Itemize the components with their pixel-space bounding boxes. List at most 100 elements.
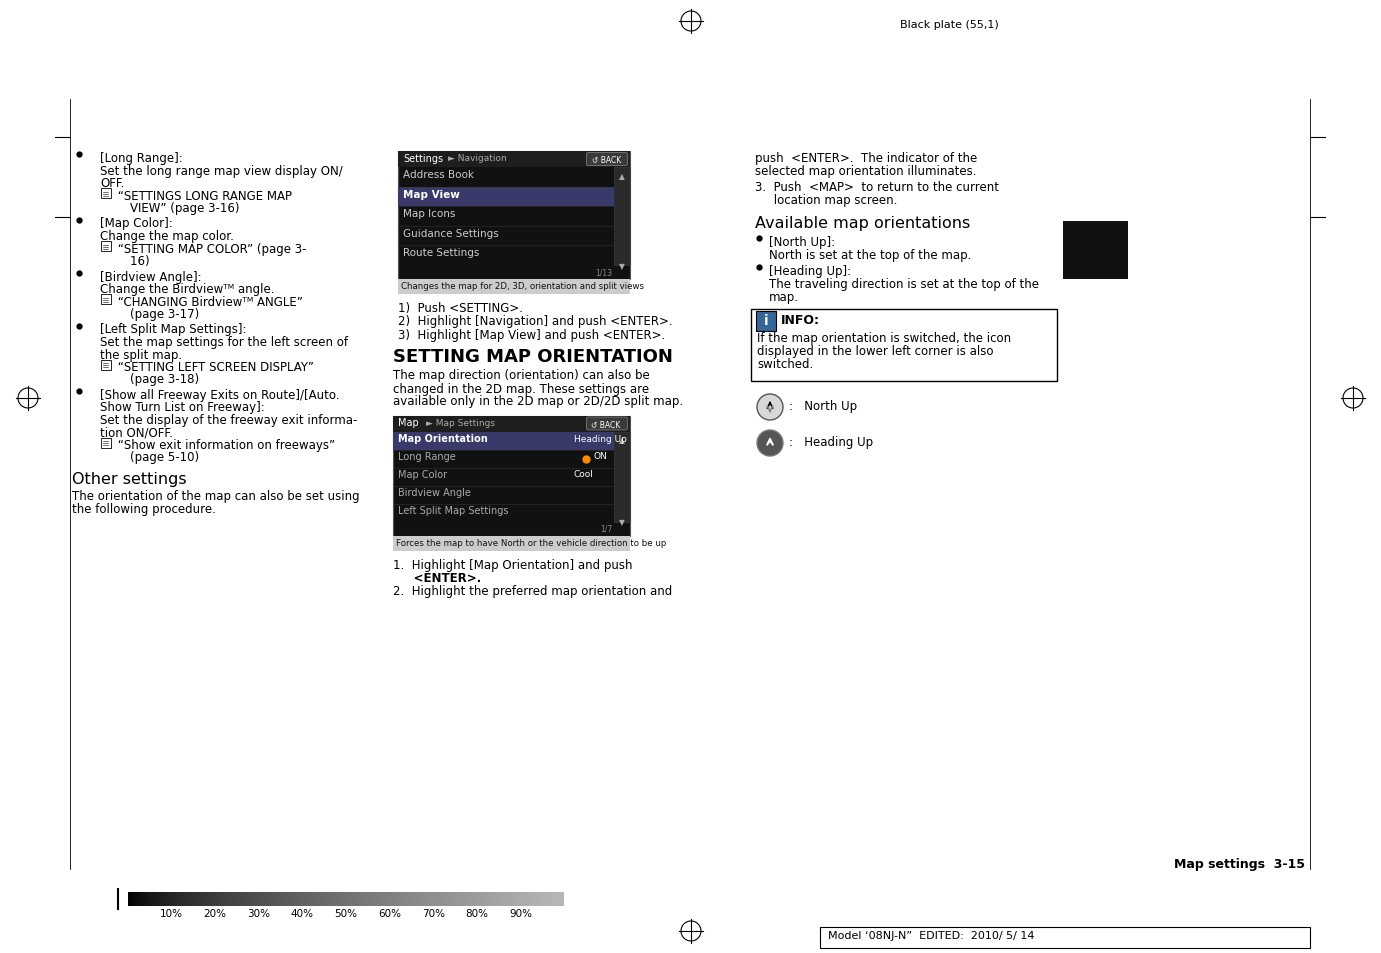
Bar: [217, 892, 218, 906]
Text: Address Book: Address Book: [403, 170, 474, 180]
Bar: [312, 892, 315, 906]
Bar: [359, 892, 360, 906]
Bar: [209, 892, 210, 906]
Bar: [203, 892, 206, 906]
Bar: [214, 892, 215, 906]
Bar: [167, 892, 170, 906]
Bar: [231, 892, 233, 906]
Bar: [755, 312, 776, 332]
Text: [Show all Freeway Exits on Route]/[Auto.: [Show all Freeway Exits on Route]/[Auto.: [99, 389, 340, 401]
Bar: [196, 892, 199, 906]
Text: :   Heading Up: : Heading Up: [789, 436, 873, 449]
Bar: [435, 892, 436, 906]
Bar: [186, 892, 188, 906]
Bar: [242, 892, 243, 906]
Text: North is set at the top of the map.: North is set at the top of the map.: [769, 249, 971, 262]
Bar: [307, 892, 309, 906]
Text: Map settings  3-15: Map settings 3-15: [1174, 857, 1305, 870]
Bar: [257, 892, 260, 906]
Bar: [200, 892, 203, 906]
Bar: [369, 892, 371, 906]
Bar: [329, 892, 330, 906]
Bar: [352, 892, 354, 906]
Bar: [225, 892, 228, 906]
Bar: [519, 892, 521, 906]
Bar: [192, 892, 193, 906]
Bar: [432, 892, 434, 906]
Bar: [284, 892, 287, 906]
Text: 50%: 50%: [334, 908, 358, 918]
Bar: [286, 892, 289, 906]
FancyBboxPatch shape: [101, 360, 112, 370]
Bar: [427, 892, 429, 906]
Circle shape: [757, 431, 783, 456]
Text: (page 3-17): (page 3-17): [99, 308, 199, 320]
Bar: [396, 892, 399, 906]
Bar: [184, 892, 185, 906]
Bar: [164, 892, 166, 906]
Bar: [445, 892, 447, 906]
Bar: [540, 892, 541, 906]
Bar: [395, 892, 398, 906]
Text: :   North Up: : North Up: [789, 399, 858, 413]
Text: ► Map Settings: ► Map Settings: [425, 418, 494, 427]
Text: Heading Up: Heading Up: [574, 434, 627, 443]
Bar: [562, 892, 565, 906]
Bar: [354, 892, 355, 906]
FancyBboxPatch shape: [751, 310, 1056, 381]
Bar: [474, 892, 476, 906]
Text: 1/13: 1/13: [595, 268, 612, 276]
Text: 20%: 20%: [204, 908, 226, 918]
Text: tion ON/OFF.: tion ON/OFF.: [99, 426, 173, 439]
Text: Black plate (55,1): Black plate (55,1): [900, 20, 998, 30]
Bar: [418, 892, 421, 906]
Bar: [391, 892, 394, 906]
Bar: [239, 892, 240, 906]
Bar: [319, 892, 320, 906]
Bar: [347, 892, 348, 906]
Bar: [213, 892, 214, 906]
Bar: [224, 892, 226, 906]
Bar: [174, 892, 177, 906]
Text: 1.  Highlight [Map Orientation] and push: 1. Highlight [Map Orientation] and push: [394, 558, 632, 571]
Bar: [557, 892, 559, 906]
Text: Model ‘08NJ-N”  EDITED:  2010/ 5/ 14: Model ‘08NJ-N” EDITED: 2010/ 5/ 14: [829, 930, 1034, 940]
Bar: [550, 892, 551, 906]
Text: ► Navigation: ► Navigation: [447, 153, 507, 163]
Bar: [413, 892, 414, 906]
Bar: [271, 892, 272, 906]
Text: Set the map settings for the left screen of: Set the map settings for the left screen…: [99, 335, 348, 349]
Bar: [191, 892, 192, 906]
Bar: [258, 892, 261, 906]
Text: displayed in the lower left corner is also: displayed in the lower left corner is al…: [757, 345, 993, 357]
Text: Birdview Angle: Birdview Angle: [398, 488, 471, 498]
Bar: [543, 892, 544, 906]
Bar: [421, 892, 424, 906]
Bar: [461, 892, 463, 906]
Bar: [475, 892, 478, 906]
Bar: [529, 892, 532, 906]
Text: (page 5-10): (page 5-10): [99, 451, 199, 464]
Bar: [409, 892, 410, 906]
Bar: [323, 892, 325, 906]
Bar: [417, 892, 420, 906]
Text: “Show exit information on freeways”: “Show exit information on freeways”: [115, 438, 336, 452]
Bar: [130, 892, 131, 906]
Bar: [521, 892, 522, 906]
Bar: [362, 892, 365, 906]
Text: [North Up]:: [North Up]:: [769, 235, 836, 249]
Bar: [471, 892, 472, 906]
Bar: [363, 892, 366, 906]
Bar: [197, 892, 200, 906]
Bar: [508, 892, 511, 906]
Bar: [518, 892, 519, 906]
Bar: [526, 892, 528, 906]
Bar: [262, 892, 264, 906]
Bar: [371, 892, 374, 906]
FancyBboxPatch shape: [101, 189, 112, 199]
Bar: [181, 892, 182, 906]
Bar: [468, 892, 470, 906]
Bar: [485, 892, 486, 906]
Bar: [496, 892, 497, 906]
Text: ▼: ▼: [619, 518, 626, 527]
